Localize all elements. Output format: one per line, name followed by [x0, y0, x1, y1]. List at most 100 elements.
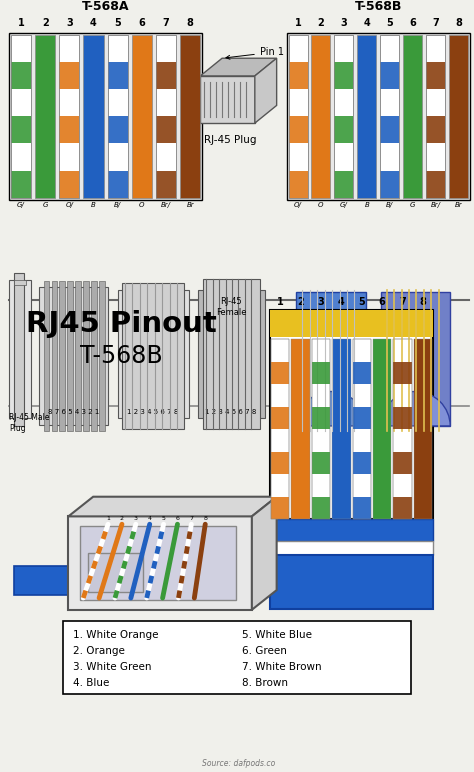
Bar	[156, 35, 176, 198]
Bar	[201, 76, 255, 123]
Text: 4. Blue: 4. Blue	[73, 678, 109, 688]
Bar	[353, 340, 371, 520]
Bar	[373, 340, 392, 520]
Text: O/: O/	[65, 201, 73, 208]
Text: B/: B/	[114, 201, 121, 208]
Bar	[426, 35, 445, 198]
Text: G/: G/	[17, 201, 25, 208]
Text: RJ-45 Male
Plug: RJ-45 Male Plug	[9, 413, 49, 432]
Bar	[99, 282, 105, 431]
Text: 3: 3	[134, 516, 138, 521]
Bar	[393, 340, 412, 520]
Text: CAT6: CAT6	[397, 402, 434, 415]
Text: B: B	[91, 201, 96, 208]
Bar	[180, 35, 201, 198]
Text: 2: 2	[42, 18, 48, 28]
Bar	[270, 310, 433, 520]
Text: 8: 8	[203, 516, 207, 521]
Text: G/: G/	[340, 201, 348, 208]
Bar	[289, 35, 308, 198]
Bar	[311, 452, 330, 474]
Bar	[132, 35, 152, 198]
Bar	[353, 407, 371, 429]
Bar	[287, 32, 470, 200]
Bar	[108, 117, 128, 144]
Text: 3. White Green: 3. White Green	[73, 662, 152, 672]
Text: 5: 5	[114, 18, 121, 28]
Text: G: G	[410, 201, 415, 208]
Bar	[14, 273, 24, 426]
Bar	[311, 362, 330, 384]
Bar	[380, 171, 399, 198]
Bar	[353, 452, 371, 474]
Bar	[271, 340, 289, 520]
Bar	[156, 35, 176, 198]
Text: 6: 6	[138, 18, 145, 28]
Bar	[59, 171, 80, 198]
Bar	[270, 555, 433, 609]
Bar	[380, 62, 399, 89]
Text: 8: 8	[455, 18, 462, 28]
Text: 4: 4	[148, 516, 152, 521]
Bar	[270, 310, 433, 337]
Polygon shape	[201, 58, 277, 76]
Bar	[11, 171, 31, 198]
Polygon shape	[14, 280, 26, 286]
Bar	[59, 62, 80, 89]
Text: 6: 6	[379, 297, 385, 307]
Bar	[11, 35, 31, 198]
Bar	[64, 621, 410, 694]
Bar	[59, 282, 65, 431]
Bar	[35, 35, 55, 198]
Text: B: B	[365, 201, 369, 208]
Text: 1 2 3 4 5 6 7 8: 1 2 3 4 5 6 7 8	[205, 409, 257, 415]
Bar	[335, 35, 354, 198]
Text: 1: 1	[106, 516, 110, 521]
Wedge shape	[381, 391, 450, 426]
Bar	[353, 340, 371, 520]
Text: G: G	[43, 201, 48, 208]
Bar	[203, 279, 260, 429]
Bar	[270, 520, 433, 541]
Bar	[59, 35, 80, 198]
Text: 2. Orange: 2. Orange	[73, 646, 125, 656]
Bar	[9, 32, 202, 200]
Bar	[393, 497, 412, 520]
Bar	[88, 553, 143, 592]
Bar	[11, 62, 31, 89]
Bar	[11, 117, 31, 144]
Bar	[449, 35, 468, 198]
Bar	[426, 171, 445, 198]
Bar	[393, 362, 412, 384]
Text: 1. White Orange: 1. White Orange	[73, 631, 159, 641]
Text: T-568B: T-568B	[355, 0, 402, 13]
Bar	[80, 527, 236, 600]
Text: 1: 1	[276, 297, 283, 307]
Text: 5: 5	[162, 516, 165, 521]
Bar	[156, 171, 176, 198]
Bar	[91, 282, 97, 431]
Bar	[289, 117, 308, 144]
Text: 5: 5	[358, 297, 365, 307]
Text: 8: 8	[187, 18, 193, 28]
Text: RJ-45 Plug: RJ-45 Plug	[204, 135, 256, 145]
Text: 7: 7	[163, 18, 169, 28]
Bar	[289, 171, 308, 198]
Text: O: O	[318, 201, 324, 208]
Text: 8: 8	[419, 297, 427, 307]
Bar	[403, 35, 422, 198]
Text: 4: 4	[90, 18, 97, 28]
Bar	[9, 280, 31, 418]
Text: RJ-45
Female: RJ-45 Female	[216, 297, 246, 317]
Bar	[52, 282, 57, 431]
Text: Br: Br	[455, 201, 462, 208]
Text: 4: 4	[364, 18, 370, 28]
Bar	[311, 497, 330, 520]
Bar	[156, 62, 176, 89]
Wedge shape	[296, 391, 366, 426]
Bar	[68, 516, 252, 610]
Text: 2: 2	[297, 297, 304, 307]
Bar	[426, 117, 445, 144]
Bar	[108, 62, 128, 89]
Bar	[11, 35, 31, 198]
